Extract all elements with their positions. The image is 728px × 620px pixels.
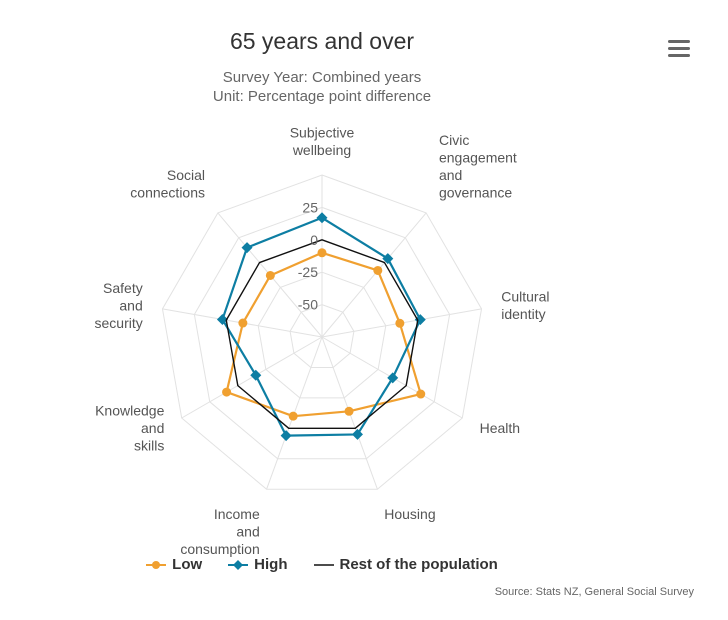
point-low-income-consumption[interactable]: [288, 411, 298, 421]
source-credit: Source: Stats NZ, General Social Survey: [494, 586, 694, 598]
legend-label-low: Low: [172, 556, 203, 573]
point-high-civic-engagement[interactable]: [382, 253, 394, 265]
axis-label-knowledge-skills: Knowledge and skills: [95, 403, 164, 454]
grid-ring: [193, 206, 451, 460]
point-high-knowledge-skills[interactable]: [250, 369, 262, 381]
radial-tick-label: -25: [298, 264, 318, 280]
legend-label-high: High: [254, 556, 288, 573]
axis-label-social-connections: Social connections: [130, 167, 205, 201]
legend-high-marker-icon: [228, 559, 249, 570]
subtitle-survey-year: Survey Year: Combined years: [222, 69, 422, 86]
point-low-subjective-wellbeing[interactable]: [317, 248, 327, 258]
point-low-knowledge-skills[interactable]: [222, 387, 232, 397]
legend-label-rest: Rest of the population: [339, 556, 498, 573]
subtitle-unit: Unit: Percentage point difference: [212, 88, 432, 105]
axis-label-housing: Housing: [384, 506, 435, 522]
axis-label-safety-security: Safety and security: [95, 280, 143, 331]
chart-subtitle: Survey Year: Combined years Unit: Percen…: [0, 68, 644, 106]
point-high-safety-security[interactable]: [216, 313, 228, 325]
legend-item-low[interactable]: Low: [146, 556, 202, 573]
point-low-health[interactable]: [416, 389, 426, 399]
legend-rest-line-icon: [313, 563, 334, 566]
axis-label-civic-engagement: Civic engagement and governance: [439, 132, 517, 201]
point-high-subjective-wellbeing[interactable]: [316, 212, 328, 224]
axis-label-cultural-identity: Cultural identity: [501, 289, 549, 323]
axis-label-income-consumption: Income and consumption: [180, 506, 260, 557]
axis-label-health: Health: [480, 420, 520, 436]
grid-ring: [257, 271, 387, 399]
point-high-health[interactable]: [387, 372, 399, 384]
chart-title: 65 years and over: [229, 28, 415, 54]
hamburger-menu-icon[interactable]: [668, 40, 690, 58]
legend-item-rest[interactable]: Rest of the population: [313, 556, 498, 573]
radial-tick-label: 25: [302, 199, 318, 215]
radial-tick-label: 0: [310, 232, 318, 248]
legend-low-marker-icon: [146, 560, 167, 569]
series-line-high: [221, 216, 422, 437]
point-high-social-connections[interactable]: [241, 242, 253, 254]
grid-ring: [289, 304, 355, 368]
point-low-safety-security[interactable]: [238, 318, 248, 328]
point-high-housing[interactable]: [351, 428, 363, 440]
grid-ring: [161, 174, 483, 490]
grid-spoke: [321, 212, 427, 338]
series-line-rest: [225, 239, 419, 430]
point-low-cultural-identity[interactable]: [395, 318, 405, 328]
point-low-social-connections[interactable]: [265, 270, 275, 280]
series-line-low: [225, 251, 422, 418]
axis-label-subjective-wellbeing: Subjective wellbeing: [290, 125, 355, 159]
legend-item-high[interactable]: High: [228, 556, 288, 573]
point-low-civic-engagement[interactable]: [373, 265, 383, 275]
grid-spoke: [181, 336, 323, 419]
point-low-housing[interactable]: [344, 406, 354, 416]
legend: Low High Rest of the population: [0, 556, 644, 573]
point-high-income-consumption[interactable]: [280, 430, 292, 442]
radial-tick-label: -50: [298, 297, 318, 313]
